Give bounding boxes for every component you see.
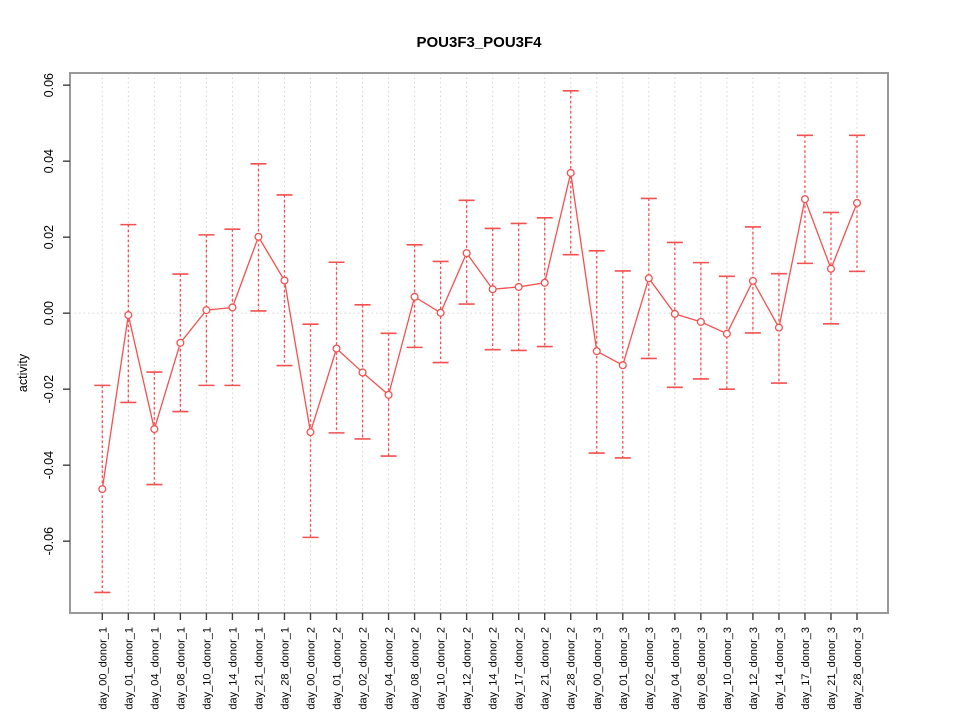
data-point xyxy=(280,276,289,285)
x-tick-label: day_04_donor_3 xyxy=(670,627,682,710)
data-point xyxy=(852,198,862,208)
data-point xyxy=(332,344,341,353)
x-tick-label: day_28_donor_1 xyxy=(279,627,291,710)
x-tick-label: day_00_donor_3 xyxy=(592,627,604,710)
x-tick-label: day_10_donor_1 xyxy=(201,627,213,710)
y-tick-label: 0.00 xyxy=(42,301,56,325)
x-tick-label: day_14_donor_3 xyxy=(774,627,786,710)
data-point xyxy=(358,368,367,377)
x-tick-label: day_12_donor_2 xyxy=(462,627,474,710)
data-point xyxy=(306,428,315,437)
data-point xyxy=(644,274,653,283)
x-tick-label: day_12_donor_3 xyxy=(748,627,760,710)
x-tick-label: day_04_donor_2 xyxy=(384,627,396,710)
y-axis-label: activity xyxy=(16,353,30,392)
x-tick-label: day_00_donor_1 xyxy=(97,627,109,710)
x-tick-label: day_00_donor_2 xyxy=(305,627,317,710)
y-tick-label: -0.02 xyxy=(42,375,56,404)
x-tick-label: day_08_donor_3 xyxy=(696,627,708,710)
x-tick-label: day_21_donor_1 xyxy=(253,627,265,710)
data-point xyxy=(436,308,445,317)
y-tick-label: 0.02 xyxy=(42,225,56,249)
x-tick-label: day_17_donor_3 xyxy=(800,627,812,710)
data-point xyxy=(384,390,393,399)
x-tick-label: day_28_donor_3 xyxy=(852,627,864,710)
x-tick-label: day_01_donor_3 xyxy=(618,627,630,710)
x-tick-label: day_21_donor_2 xyxy=(540,627,552,710)
x-tick-label: day_28_donor_2 xyxy=(566,627,578,710)
data-point xyxy=(462,249,471,258)
x-tick-label: day_21_donor_3 xyxy=(826,627,838,710)
data-line xyxy=(101,172,858,490)
data-point xyxy=(722,329,731,338)
y-tick-label: -0.04 xyxy=(42,451,56,480)
x-tick-label: day_14_donor_2 xyxy=(488,627,500,710)
data-point xyxy=(254,232,263,241)
data-point xyxy=(540,278,549,287)
data-point xyxy=(488,285,497,294)
x-tick-label: day_10_donor_2 xyxy=(436,627,448,710)
x-tick-label: day_01_donor_2 xyxy=(332,627,344,710)
data-point xyxy=(618,361,627,370)
plot-box xyxy=(69,72,889,614)
data-point xyxy=(800,195,810,204)
y-tick-label: -0.06 xyxy=(42,527,56,556)
data-point xyxy=(696,317,705,326)
data-point xyxy=(826,264,836,273)
x-tick-label: day_17_donor_2 xyxy=(514,627,526,710)
y-tick-label: 0.04 xyxy=(42,149,56,173)
x-tick-label: day_02_donor_3 xyxy=(644,627,656,710)
data-point xyxy=(774,323,783,332)
data-point xyxy=(98,485,107,494)
data-point xyxy=(670,309,679,318)
x-tick-label: day_08_donor_2 xyxy=(410,627,422,710)
data-point xyxy=(566,168,575,177)
data-point xyxy=(514,282,523,291)
x-tick-label: day_08_donor_1 xyxy=(175,627,187,710)
x-tick-label: day_10_donor_3 xyxy=(722,627,734,710)
data-point xyxy=(176,338,185,347)
x-tick-label: day_02_donor_2 xyxy=(358,627,370,710)
data-point xyxy=(150,425,159,434)
data-point xyxy=(202,306,211,315)
data-point xyxy=(410,292,419,301)
y-tick-label: 0.06 xyxy=(42,73,56,97)
data-point xyxy=(592,347,601,356)
x-tick-label: day_01_donor_1 xyxy=(123,627,135,710)
chart-title: POU3F3_POU3F4 xyxy=(416,34,542,51)
x-tick-label: day_14_donor_1 xyxy=(227,627,239,710)
data-point xyxy=(748,276,757,285)
data-point xyxy=(124,311,133,320)
data-point xyxy=(228,303,237,312)
x-tick-label: day_04_donor_1 xyxy=(149,627,161,710)
